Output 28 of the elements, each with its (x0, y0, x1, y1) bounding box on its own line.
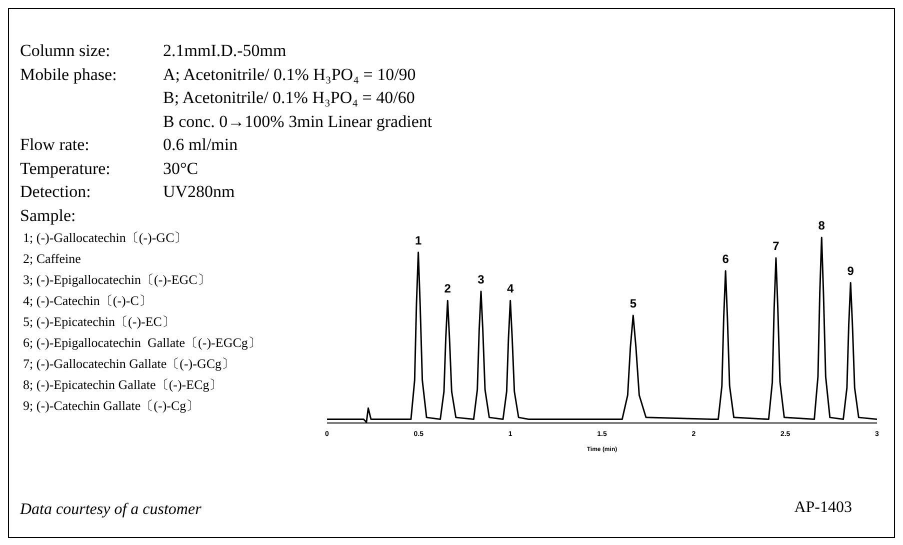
text: Data courtesy of a customer (20, 501, 202, 519)
annotation: 8 (818, 218, 826, 233)
annotation: 5 (630, 296, 637, 310)
annotation: 1 (414, 233, 422, 248)
text: AP-1403 (794, 499, 852, 517)
text: 3; (-)-Epigallocatechin〔(-)-EGC〕 (23, 272, 210, 287)
text: 6; (-)-Epigallocatechin Gallate〔(-)-EGCg〕 (23, 335, 261, 350)
text: 8; (-)-Epicatechin Gallate〔(-)-ECg〕 (23, 377, 222, 392)
text: 5; (-)-Epicatechin〔(-)-EC〕 (23, 314, 175, 329)
text: Mobile phase: A; Acetonitrile/ 0.1% H₃PO₄ = 10/90 (20, 64, 416, 84)
text: 4; (-)-Catechin〔(-)-C〕 (23, 293, 152, 308)
annotation: 4 (506, 282, 514, 296)
text: Temperature: 30°C (20, 158, 198, 178)
text: Column size: 2.1mmI.D.-50mm (20, 41, 286, 60)
annotation: 3 (478, 272, 485, 286)
annotation: 6 (722, 252, 730, 266)
text: Flow rate: 0.6 ml/min (20, 135, 238, 154)
text: 2; Caffeine (23, 251, 81, 266)
text: Detection: UV280nm (20, 182, 235, 201)
text: 7; (-)-Gallocatechin Gallate〔(-)-GCg〕 (23, 356, 235, 371)
text: B; Acetonitrile/ 0.1% H₃PO₄ = 40/60 (163, 88, 415, 107)
text: B conc. 0→100% 3min Linear gradient (163, 112, 432, 130)
text: 9; (-)-Catechin Gallate〔(-)-Cg〕 (23, 398, 200, 413)
text: Sample: (20, 206, 76, 224)
annotation: 9 (847, 264, 854, 278)
text: 1; (-)-Gallocatechin〔(-)-GC〕 (23, 230, 188, 245)
annotation: 7 (772, 238, 780, 253)
annotation: 2 (444, 282, 452, 296)
